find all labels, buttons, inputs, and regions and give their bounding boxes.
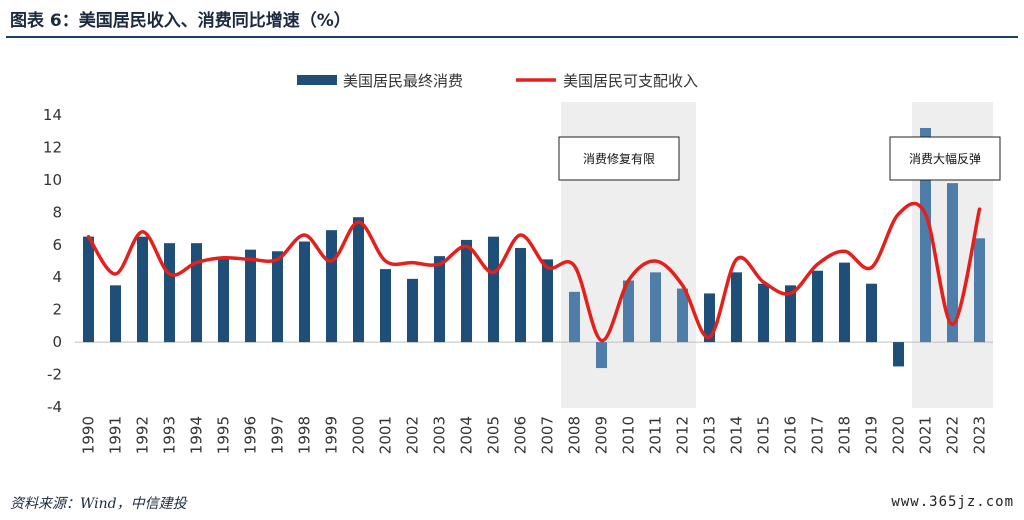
x-tick-label: 1999 bbox=[323, 416, 341, 454]
annotation-label-1: 消费修复有限 bbox=[583, 151, 655, 166]
income-line-path bbox=[86, 201, 982, 343]
x-tick-label: 1994 bbox=[188, 416, 206, 454]
figure-title: 图表 6：美国居民收入、消费同比增速（%） bbox=[10, 11, 351, 31]
bar-1996 bbox=[245, 249, 256, 343]
bar-2022 bbox=[947, 183, 958, 343]
x-tick-label: 2004 bbox=[458, 416, 476, 454]
bar-2013 bbox=[704, 293, 715, 343]
y-tick-label: 2 bbox=[52, 301, 62, 319]
bar-2012 bbox=[677, 288, 688, 343]
bar-1994 bbox=[191, 243, 202, 343]
bar-1993 bbox=[164, 243, 175, 343]
bar-2001 bbox=[380, 269, 391, 343]
annotation-box-1 bbox=[558, 136, 680, 181]
x-tick-label: 2013 bbox=[701, 416, 719, 454]
bar-2015 bbox=[758, 283, 769, 343]
bar-2010 bbox=[623, 280, 634, 343]
bar-2006 bbox=[515, 248, 526, 343]
bar-2011 bbox=[650, 272, 661, 343]
annotation-label-2: 消费大幅反弹 bbox=[909, 151, 981, 166]
legend-label-consumption: 美国居民最终消费 bbox=[343, 72, 463, 90]
income-line bbox=[86, 201, 982, 343]
bar-2004 bbox=[461, 239, 472, 343]
y-tick-label: 8 bbox=[52, 203, 62, 221]
bar-2009 bbox=[596, 342, 607, 369]
x-tick-label: 1998 bbox=[296, 416, 314, 454]
bar-1999 bbox=[326, 230, 337, 343]
x-tick-label: 1992 bbox=[134, 416, 152, 454]
x-tick-label: 2001 bbox=[377, 416, 395, 454]
title-divider bbox=[6, 36, 1018, 38]
bar-2007 bbox=[542, 259, 553, 343]
x-tick-label: 2019 bbox=[863, 416, 881, 454]
bar-2017 bbox=[812, 270, 823, 343]
y-tick-label: 14 bbox=[43, 106, 62, 124]
x-tick-label: 1991 bbox=[107, 416, 125, 454]
bar-1995 bbox=[218, 257, 229, 343]
x-tick-label: 1993 bbox=[161, 416, 179, 454]
chart: -4 -2 0 2 4 6 8 10 12 14 1990 1991 1992 1993 1994 1995… bbox=[43, 72, 1001, 454]
y-tick-label: 12 bbox=[43, 138, 62, 156]
watermark: www.365jz.com bbox=[891, 494, 1014, 510]
x-tick-label: 2005 bbox=[485, 416, 503, 454]
y-axis: -4 -2 0 2 4 6 8 10 12 14 bbox=[43, 106, 62, 416]
y-tick-label: 10 bbox=[43, 171, 62, 189]
y-tick-label: -2 bbox=[47, 366, 62, 384]
bar-2020 bbox=[893, 342, 904, 367]
x-tick-label: 2023 bbox=[971, 416, 989, 454]
consumption-bars bbox=[83, 127, 985, 369]
x-tick-label: 2021 bbox=[917, 416, 935, 454]
bar-1998 bbox=[299, 241, 310, 343]
annotations: 消费修复有限 消费大幅反弹 bbox=[558, 136, 1001, 181]
x-tick-label: 2000 bbox=[350, 416, 368, 454]
bar-2016 bbox=[785, 285, 796, 343]
bar-2000 bbox=[353, 217, 364, 343]
x-tick-label: 2014 bbox=[728, 416, 746, 454]
legend-swatch-consumption bbox=[297, 75, 337, 85]
x-tick-label: 1997 bbox=[269, 416, 287, 454]
x-tick-label: 2009 bbox=[593, 416, 611, 454]
x-tick-label: 1996 bbox=[242, 416, 260, 454]
y-tick-label: 4 bbox=[52, 268, 62, 286]
y-tick-label: -4 bbox=[47, 398, 62, 416]
x-tick-label: 2002 bbox=[404, 416, 422, 454]
x-axis: 1990 1991 1992 1993 1994 1995 1996 1997 1998 1999… bbox=[80, 416, 989, 454]
bar-2003 bbox=[434, 256, 445, 343]
legend-label-income: 美国居民可支配收入 bbox=[563, 72, 698, 90]
y-tick-label: 6 bbox=[52, 236, 62, 254]
bar-1997 bbox=[272, 251, 283, 343]
x-tick-label: 2012 bbox=[674, 416, 692, 454]
source-note: 资料来源：Wind，中信建投 bbox=[10, 496, 187, 512]
y-tick-label: 0 bbox=[52, 333, 62, 351]
x-tick-label: 1995 bbox=[215, 416, 233, 454]
annotation-box-2 bbox=[889, 136, 1001, 181]
x-tick-label: 1990 bbox=[80, 416, 98, 454]
bar-2023 bbox=[974, 238, 985, 343]
x-tick-label: 2022 bbox=[944, 416, 962, 454]
x-tick-label: 2018 bbox=[836, 416, 854, 454]
x-tick-label: 2015 bbox=[755, 416, 773, 454]
bar-2014 bbox=[731, 272, 742, 343]
legend: 美国居民最终消费 美国居民可支配收入 bbox=[297, 72, 698, 90]
bar-1991 bbox=[110, 285, 121, 343]
x-tick-label: 2008 bbox=[566, 416, 584, 454]
x-tick-label: 2016 bbox=[782, 416, 800, 454]
x-tick-label: 2020 bbox=[890, 416, 908, 454]
bar-2008 bbox=[569, 291, 580, 343]
bar-2019 bbox=[866, 283, 877, 343]
bar-1990 bbox=[83, 236, 94, 343]
bar-2005 bbox=[488, 236, 499, 343]
x-tick-label: 2017 bbox=[809, 416, 827, 454]
x-tick-label: 2003 bbox=[431, 416, 449, 454]
x-tick-label: 2006 bbox=[512, 416, 530, 454]
bar-2021 bbox=[920, 127, 931, 343]
bar-2002 bbox=[407, 278, 418, 343]
x-tick-label: 2007 bbox=[539, 416, 557, 454]
bar-1992 bbox=[137, 236, 148, 343]
bar-2018 bbox=[839, 262, 850, 343]
x-tick-label: 2010 bbox=[620, 416, 638, 454]
x-tick-label: 2011 bbox=[647, 416, 665, 454]
